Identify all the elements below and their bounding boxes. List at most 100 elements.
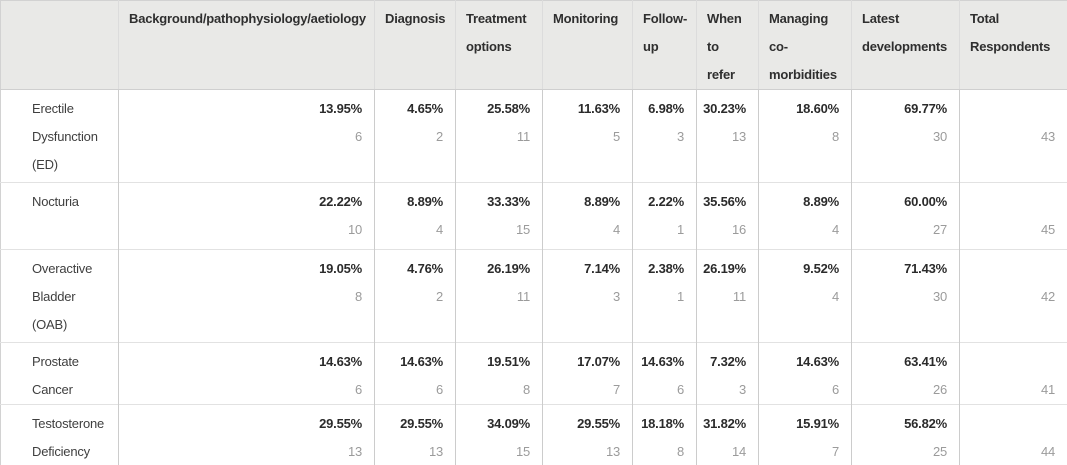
data-cell: 4.65% 2	[374, 89, 456, 183]
count-value: 8	[522, 382, 530, 397]
table-row: Nocturia 22.22% 10 8.89% 4 33.33% 15 8.89% 4 2.22…	[0, 182, 1067, 250]
percent-value: 14.63%	[319, 354, 362, 369]
count-value: 8	[354, 289, 362, 304]
data-cell: 8.89% 4	[542, 182, 633, 250]
col-header-managing-co-morbidities: Managing co-morbidities	[758, 0, 852, 90]
count-value: 1	[676, 289, 684, 304]
col-header-when-to-refer: When to refer	[696, 0, 759, 90]
percent-value: 14.63%	[796, 354, 839, 369]
count-value: 26	[932, 382, 947, 397]
data-cell: 13.95% 6	[118, 89, 375, 183]
table-row: Prostate Cancer 14.63% 6 14.63% 6 19.51% 8 17.0…	[0, 342, 1067, 405]
count-value: 13	[605, 444, 620, 459]
total-respondents-cell: 44	[959, 404, 1067, 465]
percent-value: 14.63%	[400, 354, 443, 369]
data-cell: 7.32% 3	[696, 342, 759, 405]
percent-value: 69.77%	[904, 101, 947, 116]
data-cell: 29.55% 13	[374, 404, 456, 465]
col-header-follow-up: Follow-up	[632, 0, 697, 90]
percent-value: 18.18%	[641, 416, 684, 431]
data-cell: 56.82% 25	[851, 404, 960, 465]
count-value: 8	[676, 444, 684, 459]
col-header-monitoring: Monitoring	[542, 0, 633, 90]
percent-value: 30.23%	[703, 101, 746, 116]
data-cell: 35.56% 16	[696, 182, 759, 250]
count-value: 4	[435, 222, 443, 237]
count-value: 6	[354, 129, 362, 144]
percent-value: 26.19%	[487, 261, 530, 276]
data-cell: 15.91% 7	[758, 404, 852, 465]
data-cell: 11.63% 5	[542, 89, 633, 183]
data-cell: 8.89% 4	[374, 182, 456, 250]
count-value: 8	[831, 129, 839, 144]
count-value: 4	[831, 222, 839, 237]
total-respondents-cell: 42	[959, 249, 1067, 343]
data-cell: 69.77% 30	[851, 89, 960, 183]
col-header-diagnosis: Diagnosis	[374, 0, 456, 90]
data-cell: 14.63% 6	[758, 342, 852, 405]
data-cell: 60.00% 27	[851, 182, 960, 250]
data-cell: 14.63% 6	[374, 342, 456, 405]
row-label: Nocturia	[0, 182, 119, 250]
percent-value: 26.19%	[703, 261, 746, 276]
percent-value: 13.95%	[319, 101, 362, 116]
count-value: 2	[435, 129, 443, 144]
percent-value: 4.76%	[407, 261, 443, 276]
corner-cell	[0, 0, 119, 90]
data-cell: 19.51% 8	[455, 342, 543, 405]
percent-value: 19.05%	[319, 261, 362, 276]
data-cell: 29.55% 13	[118, 404, 375, 465]
total-respondents-cell: 43	[959, 89, 1067, 183]
total-respondents-cell: 45	[959, 182, 1067, 250]
count-value: 25	[932, 444, 947, 459]
table-row: Overactive Bladder (OAB) 19.05% 8 4.76% 2 26.…	[0, 249, 1067, 343]
total-respondents-cell: 41	[959, 342, 1067, 405]
percent-value: 19.51%	[487, 354, 530, 369]
count-value: 6	[354, 382, 362, 397]
count-value: 16	[731, 222, 746, 237]
percent-value: 8.89%	[803, 194, 839, 209]
count-value: 13	[428, 444, 443, 459]
percent-value: 34.09%	[487, 416, 530, 431]
percent-value: 29.55%	[400, 416, 443, 431]
count-value: 27	[932, 222, 947, 237]
row-label: Overactive Bladder (OAB)	[0, 249, 119, 343]
count-value: 11	[516, 289, 530, 304]
count-value: 11	[732, 289, 746, 304]
count-value: 11	[516, 129, 530, 144]
percent-value: 17.07%	[577, 354, 620, 369]
count-value: 3	[676, 129, 684, 144]
percent-value: 18.60%	[796, 101, 839, 116]
table-row: Testosterone Deficiency 29.55% 13 29.55% 13 3…	[0, 404, 1067, 465]
data-cell: 2.38% 1	[632, 249, 697, 343]
row-label: Erectile Dysfunction (ED)	[0, 89, 119, 183]
data-cell: 8.89% 4	[758, 182, 852, 250]
count-value: 6	[831, 382, 839, 397]
count-value: 4	[612, 222, 620, 237]
count-value: 3	[738, 382, 746, 397]
data-cell: 9.52% 4	[758, 249, 852, 343]
percent-value: 29.55%	[577, 416, 620, 431]
count-value: 13	[347, 444, 362, 459]
percent-value: 31.82%	[703, 416, 746, 431]
data-cell: 29.55% 13	[542, 404, 633, 465]
data-cell: 14.63% 6	[632, 342, 697, 405]
percent-value: 22.22%	[319, 194, 362, 209]
percent-value: 7.14%	[584, 261, 620, 276]
count-value: 6	[676, 382, 684, 397]
data-cell: 18.18% 8	[632, 404, 697, 465]
count-value: 30	[932, 129, 947, 144]
total-respondents-value: 45	[1040, 222, 1055, 237]
data-cell: 33.33% 15	[455, 182, 543, 250]
count-value: 5	[612, 129, 620, 144]
percent-value: 60.00%	[904, 194, 947, 209]
count-value: 15	[515, 444, 530, 459]
col-header-treatment-options: Treatment options	[455, 0, 543, 90]
total-respondents-value: 44	[1040, 444, 1055, 459]
data-cell: 22.22% 10	[118, 182, 375, 250]
row-label: Testosterone Deficiency	[0, 404, 119, 465]
percent-value: 2.22%	[648, 194, 684, 209]
data-cell: 25.58% 11	[455, 89, 543, 183]
percent-value: 11.63%	[577, 101, 620, 116]
data-cell: 4.76% 2	[374, 249, 456, 343]
